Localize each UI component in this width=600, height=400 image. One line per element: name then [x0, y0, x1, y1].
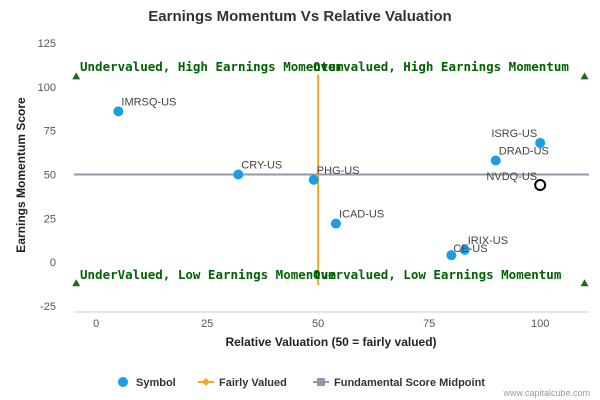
- quadrant-markers: [72, 72, 589, 287]
- legend-label-symbol: Symbol: [136, 377, 176, 389]
- y-tick-label: 50: [44, 170, 56, 182]
- legend-label-midpoint: Fundamental Score Midpoint: [334, 377, 485, 389]
- point-label: IRIX-US: [468, 235, 508, 247]
- x-axis-ticks: 0 25 50 75 100: [93, 318, 549, 330]
- triangle-marker-icon: [580, 279, 589, 287]
- quadrant-label-bottom-left: UnderValued, Low Earnings Momentum: [80, 267, 336, 282]
- point-label: CRY-US: [241, 160, 282, 172]
- y-tick-label: 100: [38, 82, 56, 94]
- y-tick-label: -25: [40, 301, 56, 313]
- y-tick-label: 75: [44, 126, 56, 138]
- data-points: IMRSQ-US CRY-US PHG-US ICAD-US ISRG-US DRAD-U…: [113, 96, 549, 261]
- quadrant-label-bottom-right: Overvalued, Low Earnings Momentum: [313, 267, 562, 282]
- diamond-line-icon: [198, 378, 214, 386]
- x-tick-label: 0: [93, 318, 99, 330]
- data-point: [233, 169, 244, 180]
- triangle-marker-icon: [580, 72, 589, 80]
- point-label: ISRG-US: [491, 128, 537, 140]
- y-tick-label: 125: [38, 38, 56, 50]
- legend: Symbol Fairly Valued Fundamental Score M…: [118, 377, 485, 389]
- legend-label-fairly-valued: Fairly Valued: [219, 377, 287, 389]
- point-label: ICAD-US: [339, 209, 384, 221]
- data-point: [490, 155, 501, 166]
- square-line-icon: [313, 378, 329, 386]
- triangle-marker-icon: [72, 279, 81, 287]
- y-axis-title: Earnings Momentum Score: [14, 97, 28, 253]
- data-point: [534, 179, 547, 192]
- data-point: [308, 174, 319, 185]
- quadrant-label-top-right: Overvalued, High Earnings Momentum: [313, 59, 569, 74]
- data-point: [459, 244, 470, 255]
- chart-title: Earnings Momentum Vs Relative Valuation: [148, 8, 451, 25]
- x-axis-title: Relative Valuation (50 = fairly valued): [225, 335, 436, 349]
- data-point: [113, 106, 124, 117]
- quadrant-label-top-left: Undervalued, High Earnings Momentum: [80, 59, 344, 74]
- point-label: NVDQ-US: [486, 171, 537, 183]
- point-label: DRAD-US: [499, 145, 549, 157]
- credit-text: www.capitalcube.com: [502, 388, 590, 398]
- x-tick-label: 50: [312, 318, 324, 330]
- x-tick-label: 25: [201, 318, 213, 330]
- data-point: [330, 218, 341, 229]
- point-label: CE-US: [453, 243, 487, 255]
- point-label: PHG-US: [317, 165, 360, 177]
- circle-icon: [118, 377, 128, 387]
- y-tick-label: 25: [44, 213, 56, 225]
- x-tick-label: 100: [531, 318, 549, 330]
- x-tick-label: 75: [423, 318, 435, 330]
- triangle-marker-icon: [72, 72, 81, 80]
- y-tick-label: 0: [50, 257, 56, 269]
- y-axis-ticks: -25 0 25 50 75 100 125: [38, 38, 56, 313]
- data-point: [446, 250, 457, 261]
- point-label: IMRSQ-US: [121, 96, 176, 108]
- data-point: [535, 137, 546, 148]
